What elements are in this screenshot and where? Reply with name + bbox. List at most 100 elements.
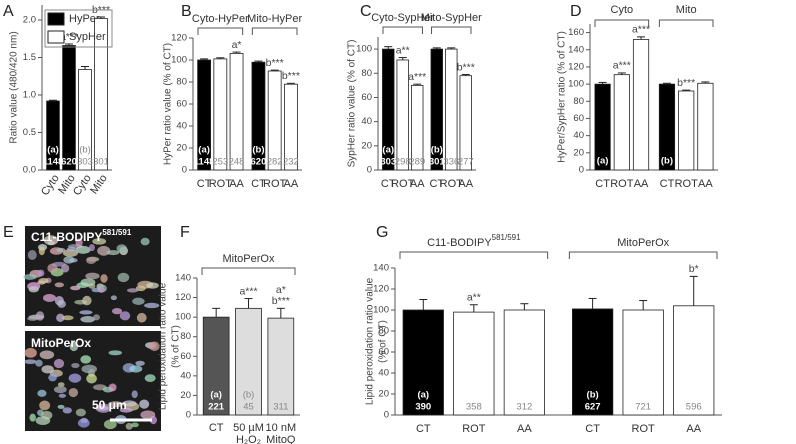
x-tick-label: 50 µM xyxy=(233,422,264,434)
group-label: C11-BODIPY581/591 xyxy=(427,233,521,249)
count-label: 620 xyxy=(61,157,77,168)
cell xyxy=(37,280,46,285)
cell xyxy=(116,244,128,253)
cell xyxy=(144,302,160,309)
group-bracket xyxy=(431,26,472,34)
x-tick-label: ROT xyxy=(675,178,699,190)
cell xyxy=(61,315,74,321)
count-label: 253 xyxy=(212,157,228,168)
x-tick-label: AA xyxy=(634,178,649,190)
bar xyxy=(213,58,228,171)
cell xyxy=(108,401,124,408)
group-bracket xyxy=(658,19,714,27)
group-tag: (b) xyxy=(79,145,91,156)
cell xyxy=(149,341,160,352)
y-tick-label: 120 xyxy=(568,61,584,72)
cell xyxy=(125,422,133,430)
cell xyxy=(56,313,65,322)
bar xyxy=(673,305,715,416)
image-label: C11-BODIPY581/591 xyxy=(31,228,132,244)
y-tick-label: 2.0 xyxy=(23,15,36,26)
significance-label: b*** xyxy=(266,57,284,69)
scale-bar-label: 50 μm xyxy=(92,398,127,412)
x-tick-label: ROT xyxy=(462,423,486,435)
y-tick-label: 40 xyxy=(176,121,187,132)
bar xyxy=(62,45,76,171)
cell xyxy=(140,410,156,420)
cell xyxy=(57,404,65,409)
count-label: 721 xyxy=(635,402,651,413)
y-tick-label: 0 xyxy=(367,165,372,176)
cell xyxy=(119,407,133,413)
y-tick-label: 80 xyxy=(180,331,191,342)
significance-label: a*** xyxy=(239,285,257,297)
y-tick-label: 60 xyxy=(176,99,187,110)
group-tag: (a) xyxy=(198,145,210,156)
x-tick-label: CT xyxy=(416,423,431,435)
cell xyxy=(62,249,79,257)
cell xyxy=(62,407,72,414)
x-tick-label: CT xyxy=(595,178,610,190)
y-tick-label: 60 xyxy=(180,351,191,362)
cell xyxy=(43,235,59,246)
y-tick-label: 80 xyxy=(176,77,187,88)
count-label: 289 xyxy=(409,157,425,168)
cell xyxy=(97,287,105,293)
count-label: 301 xyxy=(429,157,446,168)
cell xyxy=(146,282,159,289)
x-tick-label: CT xyxy=(660,178,675,190)
count-label: 1148 xyxy=(43,157,64,168)
cell xyxy=(86,373,97,384)
cell xyxy=(77,418,90,428)
group-tag: (a) xyxy=(47,145,59,156)
group-label: Cyto xyxy=(611,4,634,16)
cell xyxy=(126,288,139,293)
y-axis-label: (% of CT) xyxy=(378,320,389,363)
bar xyxy=(503,309,545,416)
cell xyxy=(69,341,79,352)
y-tick-label: 20 xyxy=(176,143,187,154)
x-tick-label: Mito xyxy=(88,173,110,197)
count-label: 627 xyxy=(585,402,601,413)
bar xyxy=(202,316,230,416)
group-label-text: C11-BODIPY xyxy=(427,237,492,249)
y-tick-label: 40 xyxy=(378,368,389,379)
y-axis-label: HyPer ratio value (% of CT) xyxy=(163,43,174,165)
cell xyxy=(111,307,123,315)
y-tick-label: 100 xyxy=(175,312,191,323)
cell xyxy=(63,256,75,264)
significance-label: b*** xyxy=(677,77,695,89)
y-tick-label: 140 xyxy=(373,263,389,274)
cell xyxy=(75,408,86,417)
y-tick-label: 100 xyxy=(373,305,389,316)
y-tick-label: 0 xyxy=(579,165,584,176)
x-tick-label: CT xyxy=(381,178,396,190)
bar xyxy=(402,309,444,416)
cell xyxy=(66,246,77,252)
y-tick-label: 80 xyxy=(573,96,584,107)
cell xyxy=(86,257,97,265)
cell xyxy=(80,355,92,364)
bar xyxy=(396,59,409,171)
panel-letter: G xyxy=(376,224,388,241)
x-tick-label: AA xyxy=(458,178,473,190)
cell xyxy=(71,363,80,369)
bar xyxy=(229,53,244,171)
group-tag: (b) xyxy=(431,145,443,156)
bar xyxy=(613,74,630,171)
panel-letter: C xyxy=(360,3,372,20)
cell xyxy=(100,274,108,283)
significance-label: b*** xyxy=(457,61,475,73)
cell xyxy=(58,393,67,398)
y-tick-label: 80 xyxy=(378,326,389,337)
cell xyxy=(82,295,92,306)
legend-label: HyPer xyxy=(69,13,100,25)
cell xyxy=(27,249,37,260)
cell xyxy=(80,278,96,287)
group-label: Mito xyxy=(676,4,697,16)
cell xyxy=(23,273,37,280)
panel-letter: B xyxy=(181,3,192,20)
group-tag: (a) xyxy=(210,390,222,401)
cell xyxy=(117,272,130,283)
group-bracket xyxy=(594,19,650,27)
